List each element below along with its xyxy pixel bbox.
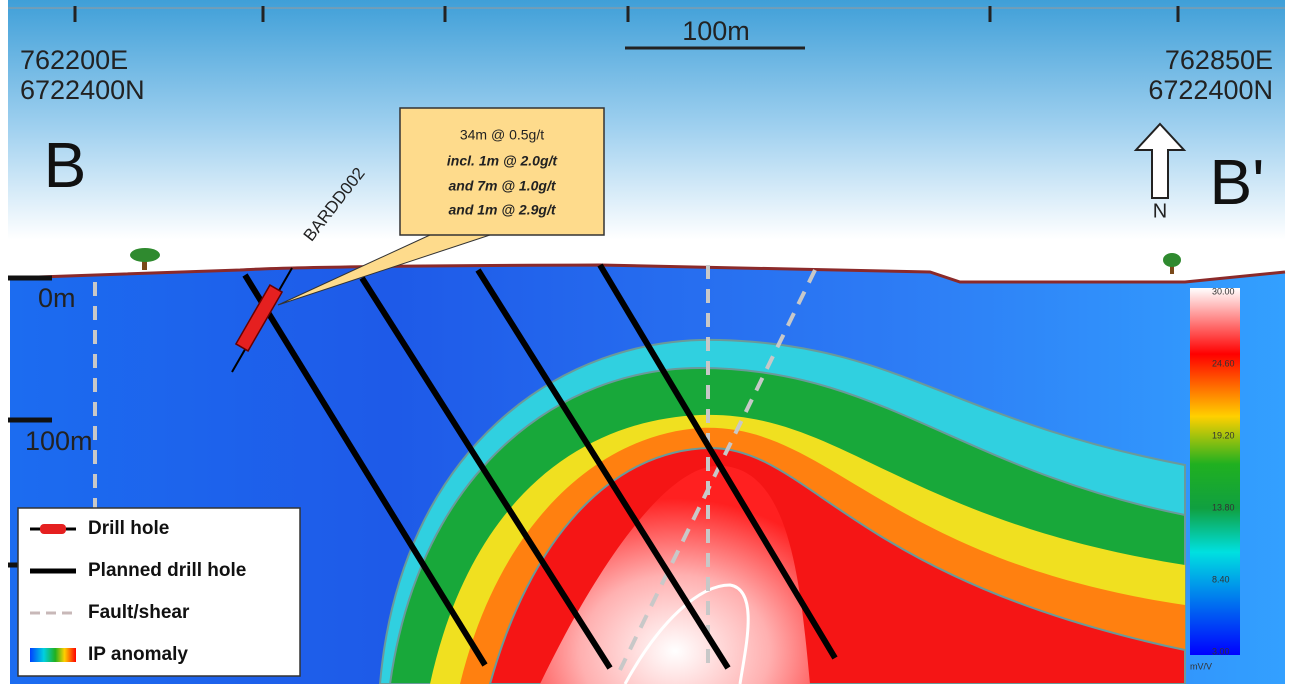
color-bar-unit: mV/V bbox=[1190, 661, 1212, 671]
north-arrow bbox=[1133, 122, 1187, 199]
depth-label: 100m bbox=[25, 426, 93, 456]
color-bar bbox=[1190, 288, 1240, 655]
intercept: and 1m @ 2.9g/t bbox=[448, 202, 556, 218]
intercept: incl. 1m @ 2.0g/t bbox=[447, 153, 558, 169]
planned-drill-holes bbox=[242, 263, 838, 670]
intercept: and 7m @ 1.0g/t bbox=[448, 178, 556, 194]
section-end: B' bbox=[1210, 146, 1265, 218]
legend-label: Fault/shear bbox=[88, 602, 190, 623]
legend: Drill hole Planned drill hole Fault/shea… bbox=[17, 507, 301, 677]
drill-hole bbox=[234, 284, 284, 352]
depth-label: 0m bbox=[38, 283, 76, 313]
section-start: B bbox=[44, 129, 87, 201]
color-bar-label: 30.00 bbox=[1212, 286, 1235, 296]
color-bar-label: 24.60 bbox=[1212, 358, 1235, 368]
color-bar-label: 19.20 bbox=[1212, 430, 1235, 440]
ip-anomaly bbox=[378, 338, 1186, 685]
north-label: N bbox=[1153, 200, 1167, 222]
northing: 6722400N bbox=[1148, 75, 1273, 105]
sky bbox=[8, 0, 1285, 282]
color-bar-label: 13.80 bbox=[1212, 502, 1235, 512]
northing: 6722400N bbox=[20, 75, 145, 105]
legend-label: IP anomaly bbox=[88, 644, 188, 665]
legend-label: Planned drill hole bbox=[88, 560, 246, 581]
color-bar-label: 3.00 bbox=[1212, 646, 1230, 656]
legend-label: Drill hole bbox=[88, 518, 169, 539]
callout bbox=[399, 107, 605, 236]
color-bar-label: 8.40 bbox=[1212, 574, 1230, 584]
easting: 762850E bbox=[1165, 45, 1273, 75]
easting: 762200E bbox=[20, 45, 128, 75]
top-ticks bbox=[8, 6, 1285, 22]
scale-label: 100m bbox=[682, 16, 750, 46]
trees bbox=[130, 248, 1181, 274]
intercept: 34m @ 0.5g/t bbox=[460, 127, 544, 143]
